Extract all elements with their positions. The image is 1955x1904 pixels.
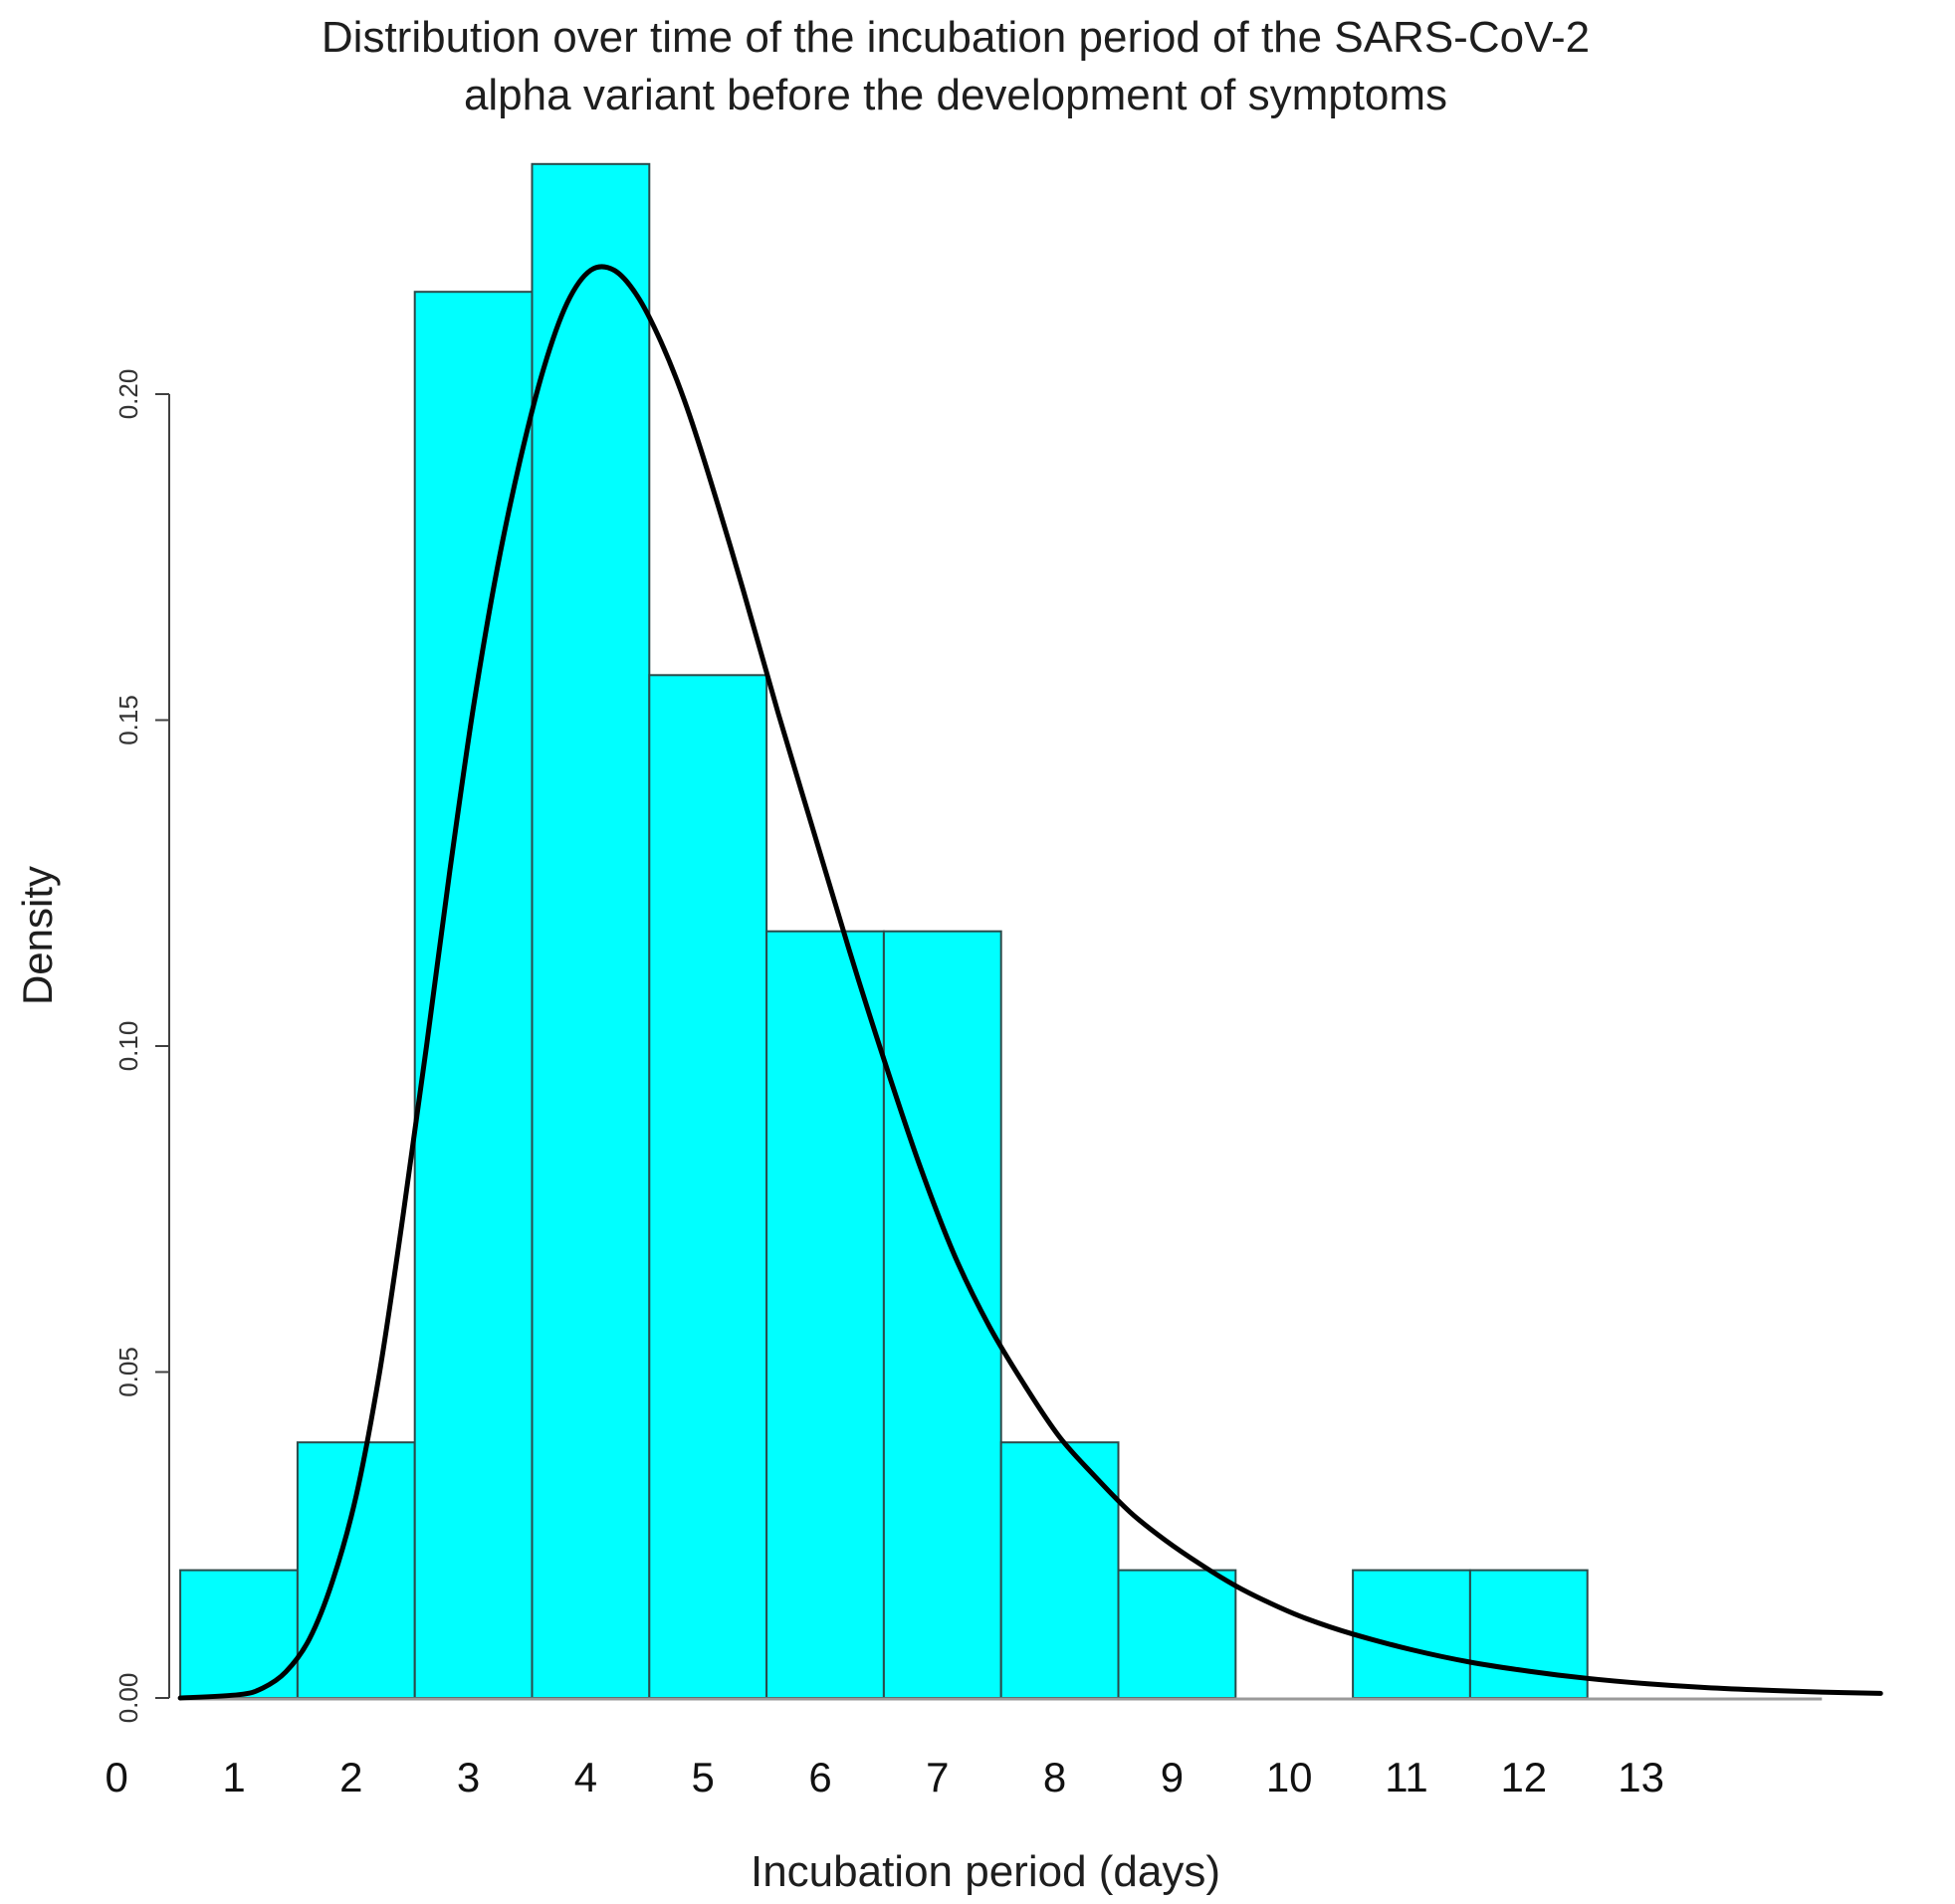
histogram-bars [179, 162, 1589, 1700]
y-axis: 0.00 0.05 0.10 0.15 0.20 [113, 369, 170, 1724]
chart-title-line-2: alpha variant before the development of … [464, 71, 1447, 119]
x-tick-label-4: 4 [574, 1754, 597, 1800]
histogram-bar-4 [531, 162, 651, 1699]
histogram-bar-9 [1117, 1569, 1237, 1699]
y-tick-label-0: 0.00 [113, 1673, 143, 1724]
x-tick-label-13: 13 [1618, 1754, 1664, 1800]
x-tick-label-7: 7 [926, 1754, 949, 1800]
histogram-bar-8 [999, 1441, 1120, 1699]
x-axis-label: Incubation period (days) [751, 1847, 1220, 1896]
y-axis-label: Density [14, 866, 61, 1005]
x-tick-label-0: 0 [106, 1754, 128, 1800]
chart-title-line-1: Distribution over time of the incubation… [322, 13, 1590, 62]
x-tick-label-1: 1 [222, 1754, 245, 1800]
x-tick-label-8: 8 [1043, 1754, 1066, 1800]
x-axis: 0 1 2 3 4 5 6 7 8 9 10 11 12 13 [106, 1754, 1664, 1800]
chart-title: Distribution over time of the incubation… [322, 13, 1590, 119]
x-tick-label-9: 9 [1161, 1754, 1184, 1800]
x-tick-label-10: 10 [1266, 1754, 1313, 1800]
x-tick-label-11: 11 [1385, 1754, 1428, 1800]
y-tick-label-3: 0.15 [113, 695, 143, 745]
x-tick-label-2: 2 [339, 1754, 362, 1800]
y-tick-label-1: 0.05 [113, 1347, 143, 1397]
y-tick-label-2: 0.10 [113, 1021, 143, 1072]
y-tick-label-4: 0.20 [113, 369, 143, 420]
x-tick-label-12: 12 [1500, 1754, 1547, 1800]
density-curve [177, 264, 1883, 1701]
x-tick-label-5: 5 [692, 1754, 715, 1800]
histogram-bar-6 [765, 930, 885, 1699]
x-tick-label-6: 6 [808, 1754, 831, 1800]
histogram-bar-2 [296, 1441, 416, 1699]
x-tick-label-3: 3 [457, 1754, 480, 1800]
histogram-bar-11 [1352, 1569, 1471, 1699]
histogram-bar-5 [648, 674, 768, 1699]
